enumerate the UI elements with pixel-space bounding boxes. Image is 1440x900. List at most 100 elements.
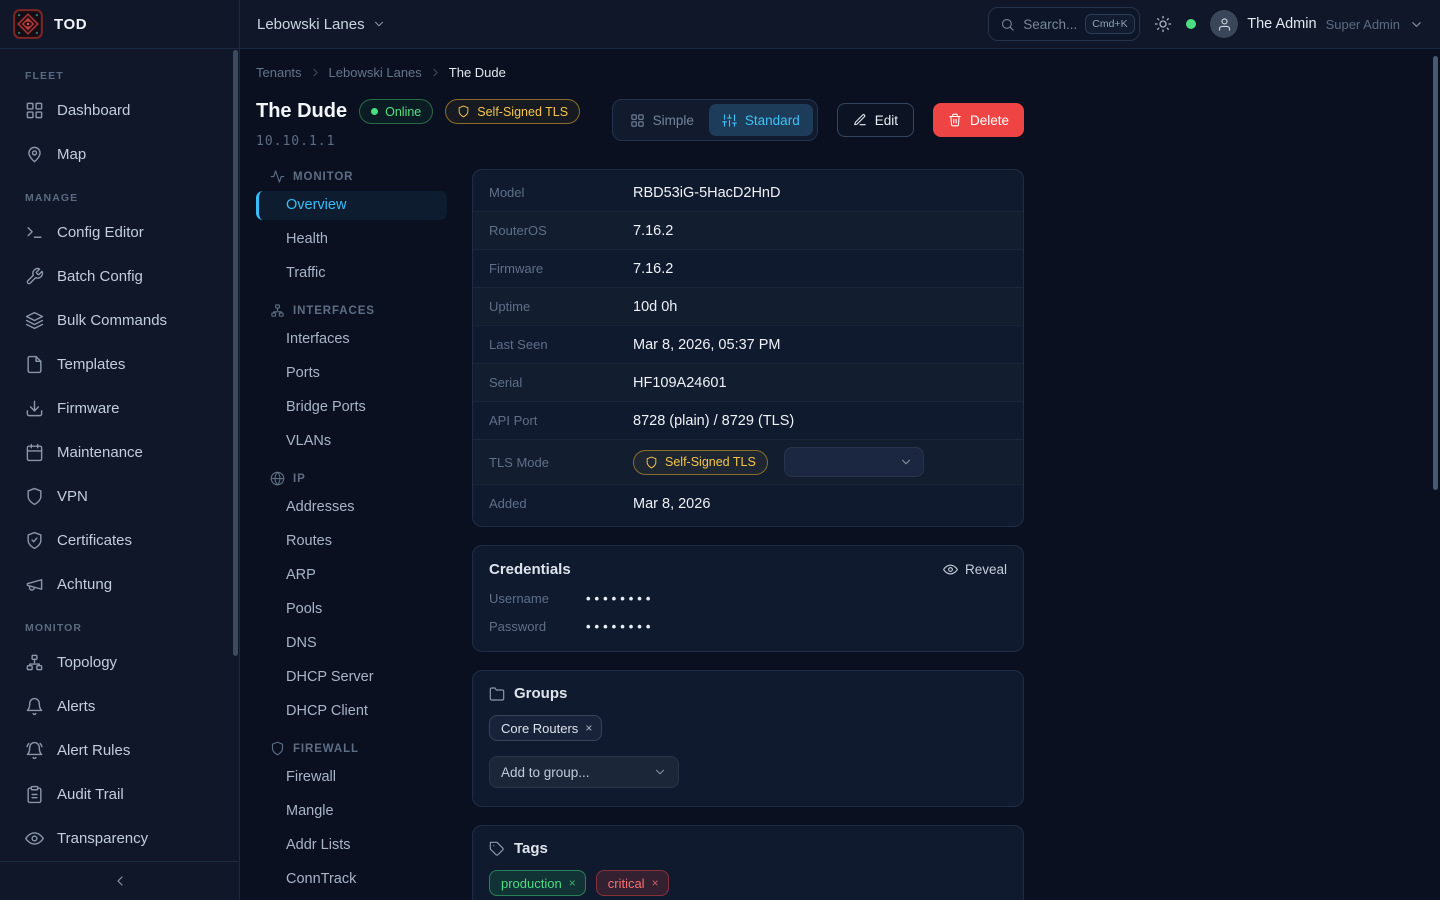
tenant-selector[interactable]: Lebowski Lanes bbox=[257, 0, 386, 48]
sidebar-item-alerts[interactable]: Alerts bbox=[0, 684, 239, 728]
sidebar-item-label: Achtung bbox=[57, 575, 113, 593]
sidebar-item-alert-rules[interactable]: Alert Rules bbox=[0, 728, 239, 772]
subnav-item-dhcp-client[interactable]: DHCP Client bbox=[286, 703, 368, 719]
subnav-item-pools[interactable]: Pools bbox=[286, 601, 323, 617]
search-icon bbox=[1000, 17, 1015, 32]
calendar-icon bbox=[25, 443, 44, 462]
breadcrumb-tenants[interactable]: Tenants bbox=[256, 65, 302, 80]
view-toggle-standard[interactable]: Standard bbox=[708, 104, 813, 136]
terminal-icon bbox=[25, 223, 44, 242]
download-icon bbox=[25, 399, 44, 418]
sidebar-item-dashboard[interactable]: Dashboard bbox=[0, 88, 239, 132]
sidebar-section-fleet: FLEET Dashboard Map bbox=[0, 70, 239, 176]
subnav-item-mangle[interactable]: Mangle bbox=[286, 803, 334, 819]
password-label: Password bbox=[489, 619, 547, 634]
sidebar-item-firmware[interactable]: Firmware bbox=[0, 386, 239, 430]
sidebar-item-maintenance[interactable]: Maintenance bbox=[0, 430, 239, 474]
sidebar-item-achtung[interactable]: Achtung bbox=[0, 562, 239, 606]
subnav-item-vlans[interactable]: VLANs bbox=[286, 433, 332, 449]
subnav-item-overview[interactable]: Overview bbox=[256, 191, 447, 220]
user-menu[interactable]: The Admin Super Admin bbox=[1210, 10, 1424, 38]
edit-button[interactable]: Edit bbox=[836, 103, 914, 137]
subnav-item-health[interactable]: Health bbox=[286, 231, 328, 247]
info-row-last-seen: Last Seen Mar 8, 2026, 05:37 PM bbox=[473, 325, 1023, 363]
sidebar-section-manage: MANAGE Config Editor Batch Config Bulk Comm… bbox=[0, 192, 239, 606]
chevron-down-icon bbox=[899, 455, 913, 469]
info-row-uptime: Uptime 10d 0h bbox=[473, 287, 1023, 325]
sidebar-item-label: Bulk Commands bbox=[57, 311, 168, 329]
theme-toggle-sun-icon[interactable] bbox=[1154, 15, 1172, 33]
subnav-section-label: FIREWALL bbox=[270, 741, 447, 756]
chip-production: production × bbox=[489, 870, 586, 896]
subnav-item-addr-lists[interactable]: Addr Lists bbox=[286, 837, 351, 853]
subnav-item-arp[interactable]: ARP bbox=[286, 567, 316, 583]
subnav-item-bridge-ports[interactable]: Bridge Ports bbox=[286, 399, 366, 415]
chip-remove-icon[interactable]: × bbox=[568, 876, 576, 890]
subnav-item-interfaces[interactable]: Interfaces bbox=[286, 331, 350, 347]
info-value: HF109A24601 bbox=[633, 374, 727, 391]
sidebar-item-bulk-commands[interactable]: Bulk Commands bbox=[0, 298, 239, 342]
sidebar-item-templates[interactable]: Templates bbox=[0, 342, 239, 386]
subnav-item-conntrack[interactable]: ConnTrack bbox=[286, 871, 357, 887]
layers-icon bbox=[25, 311, 44, 330]
reveal-button[interactable]: Reveal bbox=[943, 562, 1007, 577]
sidebar-item-map[interactable]: Map bbox=[0, 132, 239, 176]
network-icon bbox=[270, 303, 285, 318]
avatar bbox=[1210, 10, 1239, 38]
chip-remove-icon[interactable]: × bbox=[651, 876, 659, 890]
sidebar-item-audit-trail[interactable]: Audit Trail bbox=[0, 772, 239, 816]
credentials-card: Credentials Reveal Username •••••••• Pas… bbox=[472, 545, 1024, 652]
dashboard-icon bbox=[25, 101, 44, 120]
info-label: Last Seen bbox=[489, 337, 548, 352]
subnav-item-routes[interactable]: Routes bbox=[286, 533, 332, 549]
info-row-serial: Serial HF109A24601 bbox=[473, 363, 1023, 401]
view-toggle-simple[interactable]: Simple bbox=[617, 104, 707, 136]
chevron-left-icon bbox=[112, 873, 128, 889]
sidebar-scrollbar-thumb[interactable] bbox=[233, 50, 238, 656]
sidebar-collapse-button[interactable] bbox=[0, 861, 239, 900]
connection-status-dot bbox=[1186, 19, 1197, 29]
sidebar-item-vpn[interactable]: VPN bbox=[0, 474, 239, 518]
sidebar-nav: FLEET Dashboard Map MANAGE Config Editor Batc… bbox=[0, 70, 239, 860]
subnav-item-firewall[interactable]: Firewall bbox=[286, 769, 336, 785]
subnav-item-traffic[interactable]: Traffic bbox=[286, 265, 326, 281]
chevron-down-icon bbox=[1409, 17, 1424, 32]
info-value: 7.16.2 bbox=[633, 260, 674, 277]
info-row-firmware: Firmware 7.16.2 bbox=[473, 249, 1023, 287]
wrench-icon bbox=[25, 267, 44, 286]
chip-remove-icon[interactable]: × bbox=[585, 721, 593, 735]
subnav-item-dhcp-server[interactable]: DHCP Server bbox=[286, 669, 374, 685]
sidebar-item-certificates[interactable]: Certificates bbox=[0, 518, 239, 562]
delete-button[interactable]: Delete bbox=[932, 103, 1024, 137]
main-scrollbar-thumb[interactable] bbox=[1433, 56, 1438, 490]
subnav-item-ports[interactable]: Ports bbox=[286, 365, 320, 381]
info-value: 10d 0h bbox=[633, 298, 678, 315]
add-to-group-select[interactable]: Add to group... bbox=[489, 756, 679, 788]
subnav-item-dns[interactable]: DNS bbox=[286, 635, 317, 651]
subnav-section-label: INTERFACES bbox=[270, 303, 447, 318]
sidebar-item-label: Audit Trail bbox=[57, 785, 124, 803]
password-masked-value: •••••••• bbox=[586, 619, 655, 634]
search-input[interactable]: Search... Cmd+K bbox=[988, 7, 1141, 41]
sidebar-item-label: Certificates bbox=[57, 531, 133, 549]
sidebar-item-config-editor[interactable]: Config Editor bbox=[0, 210, 239, 254]
sidebar-item-topology[interactable]: Topology bbox=[0, 640, 239, 684]
subnav-item-addresses[interactable]: Addresses bbox=[286, 499, 355, 515]
breadcrumb-tenant[interactable]: Lebowski Lanes bbox=[328, 65, 422, 80]
sidebar-item-transparency[interactable]: Transparency bbox=[0, 816, 239, 860]
map-pin-icon bbox=[25, 145, 44, 164]
info-value: RBD53iG-5HacD2HnD bbox=[633, 184, 781, 201]
credentials-title: Credentials bbox=[489, 561, 571, 578]
sidebar-section-label: MONITOR bbox=[25, 622, 83, 634]
tenant-name: Lebowski Lanes bbox=[257, 15, 365, 33]
info-label: Model bbox=[489, 185, 525, 200]
sidebar-item-label: Alerts bbox=[57, 697, 96, 715]
sidebar-item-label: Batch Config bbox=[57, 267, 143, 285]
info-label: Firmware bbox=[489, 261, 544, 276]
grid-icon bbox=[630, 113, 645, 128]
tls-mode-select[interactable] bbox=[783, 447, 924, 477]
sidebar-section-label: FLEET bbox=[25, 70, 64, 82]
sidebar-item-batch-config[interactable]: Batch Config bbox=[0, 254, 239, 298]
info-label: Uptime bbox=[489, 299, 531, 314]
shield-icon bbox=[457, 105, 470, 118]
